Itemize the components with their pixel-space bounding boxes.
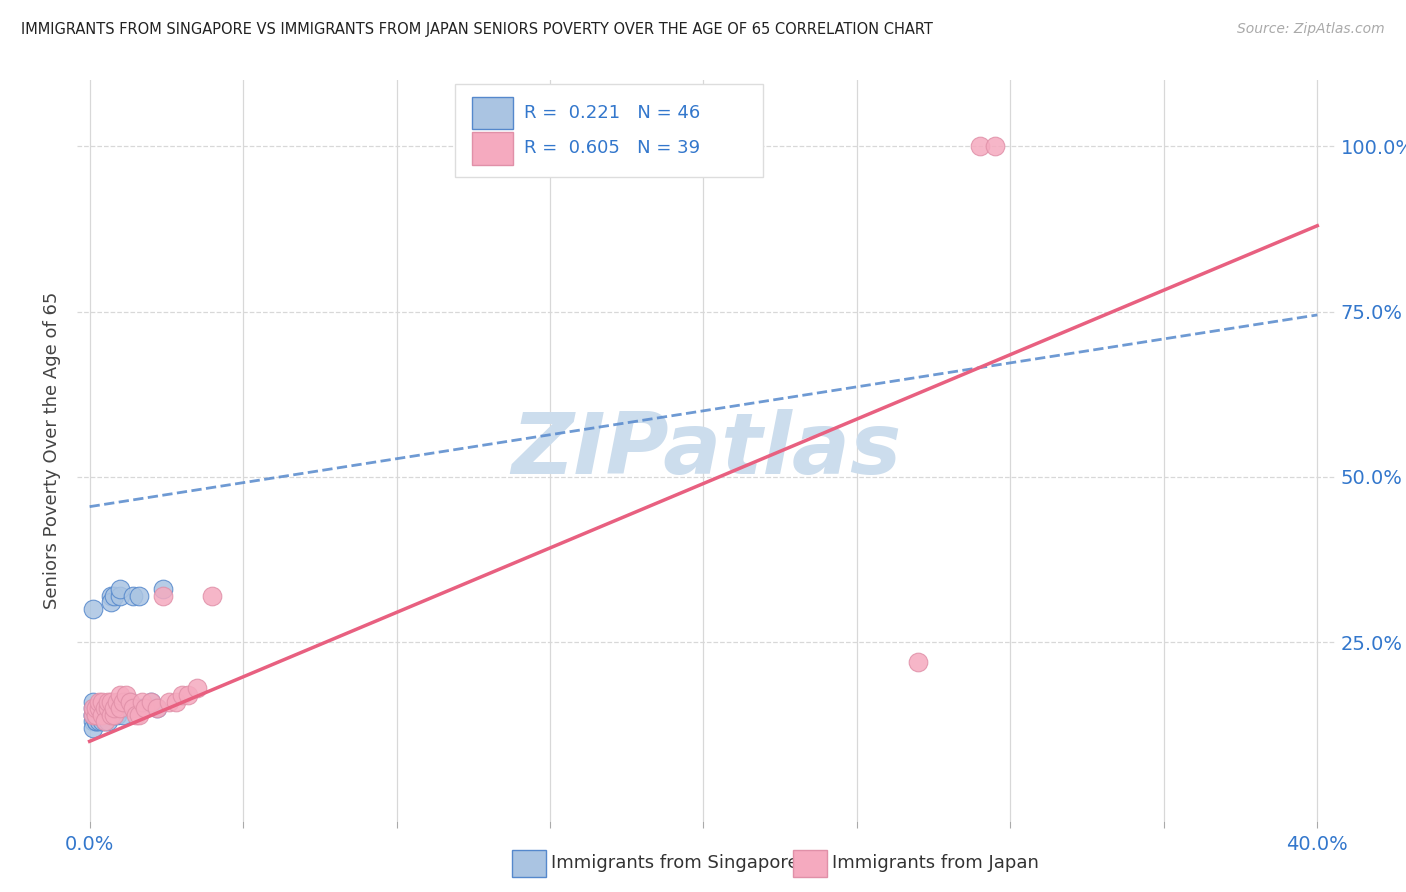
Point [94, 701, 117, 715]
FancyBboxPatch shape [456, 84, 763, 177]
Point [82, 701, 104, 715]
Point [118, 695, 141, 709]
Point [124, 707, 146, 722]
Point [110, 701, 132, 715]
Text: R =  0.221   N = 46: R = 0.221 N = 46 [524, 103, 700, 122]
Point [90, 695, 112, 709]
Point [84, 701, 107, 715]
Point [84, 701, 107, 715]
Point [112, 707, 135, 722]
Point [134, 701, 156, 715]
Point [152, 582, 174, 597]
Point [103, 707, 125, 722]
Point [97, 701, 120, 715]
Point [131, 695, 153, 709]
Point [128, 707, 150, 722]
Point [157, 695, 180, 709]
Point [170, 688, 193, 702]
Point [105, 707, 128, 722]
Point [186, 681, 208, 696]
Point [146, 701, 169, 715]
Text: Immigrants from Singapore: Immigrants from Singapore [551, 855, 799, 872]
Point [139, 695, 162, 709]
Point [100, 595, 122, 609]
FancyBboxPatch shape [472, 96, 513, 129]
Point [84, 707, 107, 722]
Point [100, 589, 122, 603]
Point [82, 695, 104, 709]
Point [97, 707, 120, 722]
Point [84, 701, 107, 715]
Point [84, 714, 107, 729]
Point [131, 701, 153, 715]
Text: ZIPatlas: ZIPatlas [512, 409, 901, 492]
Point [87, 695, 110, 709]
Point [969, 139, 991, 153]
Point [82, 721, 104, 735]
Point [90, 714, 112, 729]
Point [110, 688, 132, 702]
Point [84, 714, 107, 729]
Point [82, 707, 104, 722]
Point [87, 707, 110, 722]
Point [82, 701, 104, 715]
Text: Immigrants from Japan: Immigrants from Japan [832, 855, 1039, 872]
Point [97, 695, 120, 709]
Point [103, 701, 125, 715]
Point [121, 701, 143, 715]
Point [87, 701, 110, 715]
Point [87, 701, 110, 715]
Point [121, 589, 143, 603]
Point [105, 701, 128, 715]
Point [105, 695, 128, 709]
Point [134, 701, 156, 715]
Point [984, 139, 1007, 153]
Point [112, 695, 135, 709]
Point [128, 589, 150, 603]
Point [90, 707, 112, 722]
Point [87, 701, 110, 715]
FancyBboxPatch shape [472, 132, 513, 165]
Text: Source: ZipAtlas.com: Source: ZipAtlas.com [1237, 22, 1385, 37]
Point [94, 714, 117, 729]
Point [177, 688, 200, 702]
Point [94, 701, 117, 715]
Point [90, 707, 112, 722]
Point [907, 655, 929, 669]
Point [139, 695, 162, 709]
Point [82, 707, 104, 722]
Point [87, 707, 110, 722]
Point [103, 707, 125, 722]
Text: R =  0.605   N = 39: R = 0.605 N = 39 [524, 139, 700, 157]
Point [115, 688, 138, 702]
Point [201, 589, 224, 603]
Point [110, 589, 132, 603]
Point [84, 707, 107, 722]
Point [97, 701, 120, 715]
Point [97, 714, 120, 729]
Y-axis label: Seniors Poverty Over the Age of 65: Seniors Poverty Over the Age of 65 [44, 292, 62, 609]
Point [82, 714, 104, 729]
Point [115, 695, 138, 709]
Point [152, 589, 174, 603]
Point [103, 589, 125, 603]
Text: IMMIGRANTS FROM SINGAPORE VS IMMIGRANTS FROM JAPAN SENIORS POVERTY OVER THE AGE : IMMIGRANTS FROM SINGAPORE VS IMMIGRANTS … [21, 22, 934, 37]
Point [118, 695, 141, 709]
Point [82, 707, 104, 722]
Point [87, 714, 110, 729]
Point [82, 602, 104, 616]
Point [110, 582, 132, 597]
Point [165, 695, 187, 709]
Point [100, 707, 122, 722]
Point [94, 707, 117, 722]
Point [112, 701, 135, 715]
Point [94, 714, 117, 729]
Point [84, 707, 107, 722]
Point [100, 695, 122, 709]
Point [90, 701, 112, 715]
Point [146, 701, 169, 715]
